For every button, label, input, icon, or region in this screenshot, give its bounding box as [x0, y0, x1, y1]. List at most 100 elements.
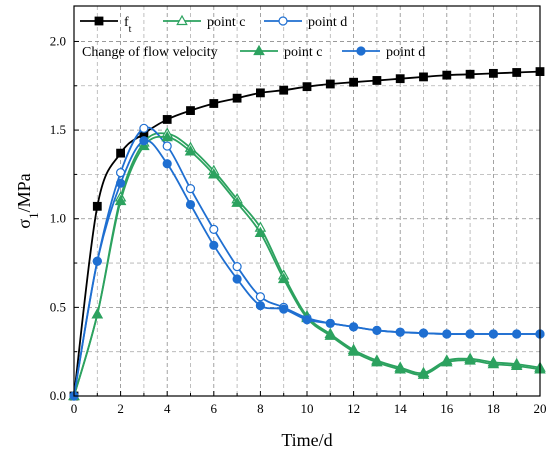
data-point — [488, 329, 498, 339]
data-point — [255, 292, 265, 302]
data-point — [279, 304, 289, 314]
data-point — [255, 300, 265, 311]
data-point — [371, 356, 383, 367]
data-point — [208, 168, 220, 179]
legend-marker — [94, 16, 104, 26]
data-point — [349, 322, 359, 332]
legend-entry: point d — [264, 15, 347, 30]
data-point — [512, 68, 522, 77]
x-tick-label: 2 — [117, 401, 124, 416]
y-tick-label: 2.0 — [50, 33, 66, 48]
x-tick-label: 14 — [394, 401, 408, 416]
y-tick-label: 0.5 — [50, 299, 66, 314]
legend-marker — [176, 14, 188, 26]
data-point — [92, 256, 102, 266]
data-point — [184, 145, 197, 156]
data-point — [277, 272, 290, 284]
legend-entry: point c — [163, 14, 246, 30]
legend: ft point c point d Change of flow velocity p… — [80, 14, 425, 60]
x-tick-label: 0 — [71, 401, 78, 416]
data-point — [256, 88, 265, 98]
x-tick-label: 8 — [257, 401, 264, 416]
legend-label: point d — [308, 15, 347, 30]
y-tick-label: 1.0 — [50, 211, 66, 226]
x-axis-title: Time/d — [281, 430, 332, 450]
data-point — [279, 85, 289, 95]
data-point — [209, 240, 219, 250]
data-point — [139, 136, 149, 146]
series-5 — [69, 136, 545, 401]
data-point — [232, 274, 242, 284]
axis-ticks: 0 2 4 6 8 10 12 14 16 18 20 0.0 0.5 1.0 1.5 2.0 — [50, 33, 547, 416]
data-point — [372, 76, 382, 85]
data-point — [186, 106, 195, 115]
data-point — [417, 368, 430, 379]
data-point — [325, 79, 335, 89]
data-point — [465, 329, 475, 339]
y-axis-title: σ1/MPa — [14, 173, 41, 228]
data-point — [372, 325, 382, 336]
data-point — [162, 141, 172, 151]
data-point — [114, 194, 127, 206]
y-axis-title-unit: /MPa — [14, 173, 34, 212]
x-tick-label: 10 — [301, 401, 314, 416]
x-tick-label: 16 — [440, 401, 454, 416]
data-point — [302, 315, 312, 325]
data-point — [489, 68, 498, 78]
y-tick-label: 1.5 — [50, 122, 66, 137]
data-point — [91, 308, 104, 319]
y-axis-title-main: σ — [14, 219, 34, 229]
x-tick-label: 20 — [534, 401, 547, 416]
x-tick-label: 18 — [487, 401, 500, 416]
legend-annotation: Change of flow velocity — [82, 45, 218, 60]
legend-label: point d — [386, 45, 425, 60]
x-tick-label: 4 — [164, 401, 171, 416]
legend-marker — [253, 44, 265, 56]
data-point — [209, 99, 219, 108]
legend-marker — [356, 46, 366, 56]
data-point — [162, 115, 172, 124]
data-point — [232, 93, 242, 103]
legend-entry: ft — [80, 15, 132, 35]
x-tick-label: 6 — [211, 401, 218, 416]
data-point — [465, 69, 475, 79]
data-point — [139, 123, 149, 133]
data-point — [395, 74, 405, 84]
legend-marker — [278, 16, 288, 26]
data-point — [231, 196, 243, 207]
data-point — [324, 329, 337, 340]
legend-label: point c — [207, 15, 246, 30]
data-point — [442, 70, 452, 80]
data-point — [347, 345, 360, 356]
data-point — [185, 199, 196, 210]
data-point — [254, 226, 267, 238]
legend-entry: point c — [240, 44, 323, 60]
data-point — [487, 357, 500, 369]
data-point — [185, 183, 196, 194]
data-point — [512, 329, 522, 339]
data-point — [395, 327, 405, 337]
data-point — [92, 201, 102, 211]
data-point — [464, 354, 476, 365]
data-point — [394, 363, 406, 374]
data-point — [115, 178, 126, 188]
data-point — [302, 82, 312, 92]
data-point — [232, 261, 242, 272]
data-point — [116, 148, 126, 158]
data-point — [442, 329, 452, 339]
y-axis-title-subscript: 1 — [26, 212, 41, 219]
data-point — [209, 224, 219, 234]
legend-label: ft — [124, 15, 132, 35]
data-point — [419, 72, 428, 82]
y-tick-label: 0.0 — [50, 388, 66, 403]
data-point — [349, 77, 358, 87]
data-point — [162, 159, 172, 169]
data-point — [441, 356, 453, 367]
x-tick-label: 12 — [347, 401, 360, 416]
data-point — [161, 130, 173, 142]
series-layer — [68, 67, 546, 401]
legend-label: point c — [284, 45, 323, 60]
data-point — [510, 359, 523, 370]
data-point — [418, 328, 429, 338]
